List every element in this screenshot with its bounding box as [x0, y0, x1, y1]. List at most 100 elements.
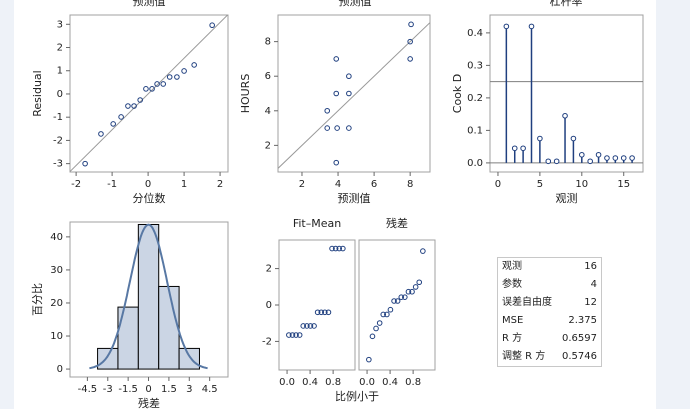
point: [398, 294, 405, 300]
point: [420, 248, 426, 254]
point: [293, 332, 299, 338]
normal-curve: [89, 223, 208, 370]
panel-title: Fit–Mean: [293, 217, 341, 230]
point: [324, 107, 331, 114]
x-tick-label: 8: [407, 179, 413, 190]
needle-head: [528, 23, 535, 30]
bar: [117, 306, 139, 370]
x-tick-label: 1.5: [161, 384, 177, 395]
x-axis-label: 预测值: [338, 192, 371, 205]
point: [82, 160, 88, 167]
stat-label: 调整 R 方: [502, 351, 546, 362]
point: [149, 86, 155, 92]
y-tick-label: 2: [57, 43, 63, 54]
stat-value: 0.6597: [562, 333, 597, 344]
point: [289, 332, 296, 338]
point: [380, 311, 387, 318]
stat-value: 2.375: [568, 315, 597, 326]
left-frame: [0, 0, 14, 409]
y-tick-label: 2: [265, 140, 271, 151]
point: [322, 309, 328, 316]
x-tick-label: 2: [299, 179, 305, 190]
point: [318, 309, 325, 316]
point: [416, 279, 423, 286]
y-tick-label: 2: [266, 264, 272, 275]
point: [143, 86, 149, 92]
cropped-title: 预测值: [133, 0, 166, 8]
point: [369, 333, 376, 340]
y-tick-label: -2: [262, 336, 272, 347]
x-tick-label: 0: [495, 179, 501, 190]
point: [346, 125, 352, 131]
point: [407, 56, 413, 62]
right-frame: [656, 0, 690, 409]
y-axis-label: 百分比: [31, 283, 44, 316]
point: [307, 323, 314, 329]
x-tick-label: -3: [103, 384, 113, 395]
point: [333, 56, 340, 62]
point: [333, 90, 340, 97]
needle-head: [537, 135, 543, 142]
x-axis-label: 残差: [138, 396, 160, 409]
point: [125, 103, 131, 109]
stat-label: 观测: [502, 261, 522, 272]
needle-head: [604, 155, 610, 161]
table-row: 调整 R 方 0.5746: [498, 348, 601, 366]
needle-head: [520, 145, 526, 152]
x-tick-label: 0: [145, 384, 151, 395]
point: [311, 323, 317, 329]
bar: [97, 347, 119, 370]
y-axis-label: HOURS: [239, 74, 252, 114]
y-tick-label: 6: [265, 71, 271, 82]
x-tick-label: 4.5: [202, 384, 218, 395]
needle-head: [553, 158, 560, 165]
needle-head: [579, 151, 585, 158]
x-tick-label: 1: [181, 179, 187, 190]
table-row: 观测 16: [498, 258, 601, 276]
point: [329, 245, 335, 252]
y-tick-label: 0: [57, 89, 63, 100]
table-row: 误差自由度 12: [498, 294, 601, 312]
point: [405, 288, 412, 295]
point: [110, 121, 116, 127]
needle-head: [545, 158, 552, 165]
stat-value: 12: [584, 297, 597, 308]
point: [131, 103, 137, 109]
y-tick-label: 10: [50, 331, 63, 342]
point: [333, 159, 340, 166]
table-row: R 方 0.6597: [498, 330, 601, 348]
bar: [178, 347, 200, 370]
panel-title: 残差: [386, 216, 408, 230]
x-axis-label: 观测: [556, 192, 578, 205]
point: [166, 74, 173, 80]
x-tick-label: 10: [575, 179, 588, 190]
stat-label: 参数: [502, 279, 522, 290]
point: [334, 125, 340, 131]
x-tick-label: 0.0: [279, 377, 295, 388]
needle-head: [511, 145, 518, 152]
point: [408, 21, 414, 28]
y-tick-label: 3: [57, 19, 63, 30]
y-tick-label: 0.2: [467, 93, 483, 104]
y-tick-label: 30: [50, 265, 63, 276]
point: [402, 294, 408, 300]
stat-value: 16: [584, 261, 597, 272]
table-row: 参数 4: [498, 276, 601, 294]
bar: [137, 223, 160, 370]
x-tick-label: -1: [107, 179, 117, 190]
plot-frame: [278, 239, 356, 371]
plot-frame: [277, 14, 431, 173]
plot-frame: [358, 239, 436, 371]
y-tick-label: 20: [50, 298, 63, 309]
point: [118, 114, 124, 120]
point: [346, 73, 352, 80]
x-tick-label: 0.8: [325, 377, 341, 388]
stat-value: 4: [590, 279, 597, 290]
stat-value: 0.5746: [562, 351, 597, 362]
point: [209, 22, 215, 29]
needle-head: [587, 158, 593, 165]
point: [191, 62, 197, 68]
stat-label: R 方: [502, 333, 523, 344]
y-tick-label: 0.0: [467, 158, 483, 169]
